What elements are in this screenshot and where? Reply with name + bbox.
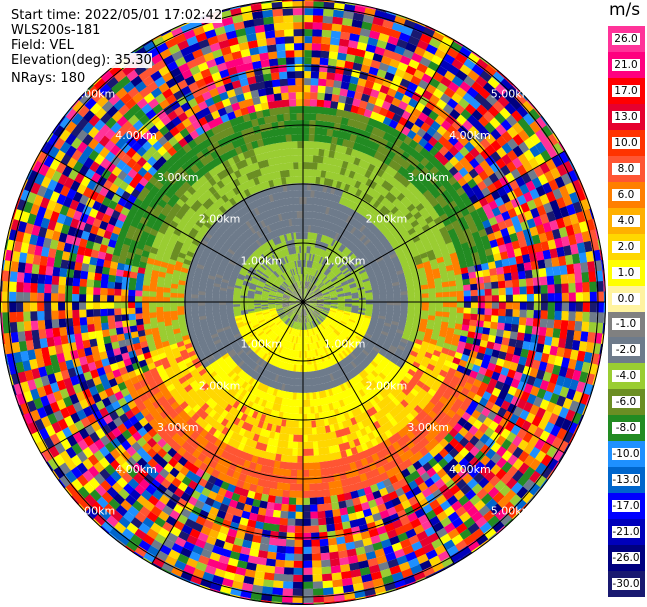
range-ring-labels: 1.00km 1.00km 1.00km 1.00km 2.00km 2.00km 2.00… — [74, 87, 533, 517]
range-ring-label: 2.00km — [366, 379, 408, 392]
colorbar-tick-label: 2.0 — [612, 240, 640, 253]
range-ring-label: 4.00km — [449, 129, 491, 142]
range-ring-label: 2.00km — [366, 213, 408, 226]
azimuth-spoke — [40, 150, 304, 303]
range-ring-label: 5.00km — [74, 505, 116, 518]
range-ring-label: 4.00km — [115, 129, 157, 142]
range-ring-label: 1.00km — [324, 254, 366, 267]
azimuth-spoke — [302, 301, 455, 565]
colorbar-tick-label: 10.0 — [612, 136, 640, 149]
colorbar-tick-label: -30.0 — [612, 578, 640, 591]
range-ring-label: 3.00km — [407, 171, 449, 184]
azimuth-spoke — [151, 39, 304, 303]
range-ring-label: 4.00km — [115, 463, 157, 476]
range-ring-label: 4.00km — [449, 463, 491, 476]
azimuth-spoke — [302, 301, 566, 454]
azimuth-spoke — [40, 301, 304, 454]
nrays-label: NRays: 180 — [11, 71, 86, 86]
colorbar-tick-label: -2.0 — [612, 344, 640, 357]
colorbar-tick-label: -4.0 — [612, 370, 640, 383]
colorbar-tick-label: 17.0 — [612, 84, 640, 97]
colorbar-tick-label: -26.0 — [612, 552, 640, 565]
range-ring-label: 5.00km — [491, 505, 533, 518]
range-ring-label: 3.00km — [157, 421, 199, 434]
instrument-label: WLS200s-181 — [11, 23, 101, 38]
elevation-label: Elevation(deg): 35.30 — [11, 53, 152, 68]
colorbar-units: m/s — [609, 0, 641, 20]
colorbar-tick-label: -13.0 — [612, 474, 640, 487]
colorbar-tick-label: -6.0 — [612, 396, 640, 409]
azimuth-spoke — [151, 301, 304, 565]
colorbar-tick-label: 1.0 — [612, 266, 640, 279]
field-label: Field: VEL — [11, 38, 74, 53]
colorbar-tick-label: 13.0 — [612, 110, 640, 123]
colorbar-tick-label: 21.0 — [612, 58, 640, 71]
azimuth-spokes — [0, 0, 606, 605]
range-ring-label: 1.00km — [324, 338, 366, 351]
azimuth-spoke — [302, 39, 455, 303]
range-ring-label: 5.00km — [491, 87, 533, 100]
colorbar-tick-label: 0.0 — [612, 292, 640, 305]
azimuth-spoke — [302, 150, 566, 303]
colorbar-tick-label: -17.0 — [612, 500, 640, 513]
colorbar-tick-label: -10.0 — [612, 448, 640, 461]
colorbar-tick-label: 4.0 — [612, 214, 640, 227]
range-ring-label: 2.00km — [199, 213, 241, 226]
colorbar-tick-label: -21.0 — [612, 526, 640, 539]
colorbar-tick-label: -8.0 — [612, 422, 640, 435]
range-ring-label: 5.00km — [74, 87, 116, 100]
start-time-label: Start time: 2022/05/01 17:02:42 — [11, 8, 223, 23]
range-ring-label: 3.00km — [157, 171, 199, 184]
colorbar-tick-label: 8.0 — [612, 162, 640, 175]
colorbar-tick-label: 26.0 — [612, 32, 640, 45]
colorbar-tick-label: 6.0 — [612, 188, 640, 201]
range-ring-label: 1.00km — [241, 254, 283, 267]
range-ring-label: 2.00km — [199, 379, 241, 392]
range-ring-label: 1.00km — [241, 338, 283, 351]
colorbar-tick-label: -1.0 — [612, 318, 640, 331]
range-ring-label: 3.00km — [407, 421, 449, 434]
